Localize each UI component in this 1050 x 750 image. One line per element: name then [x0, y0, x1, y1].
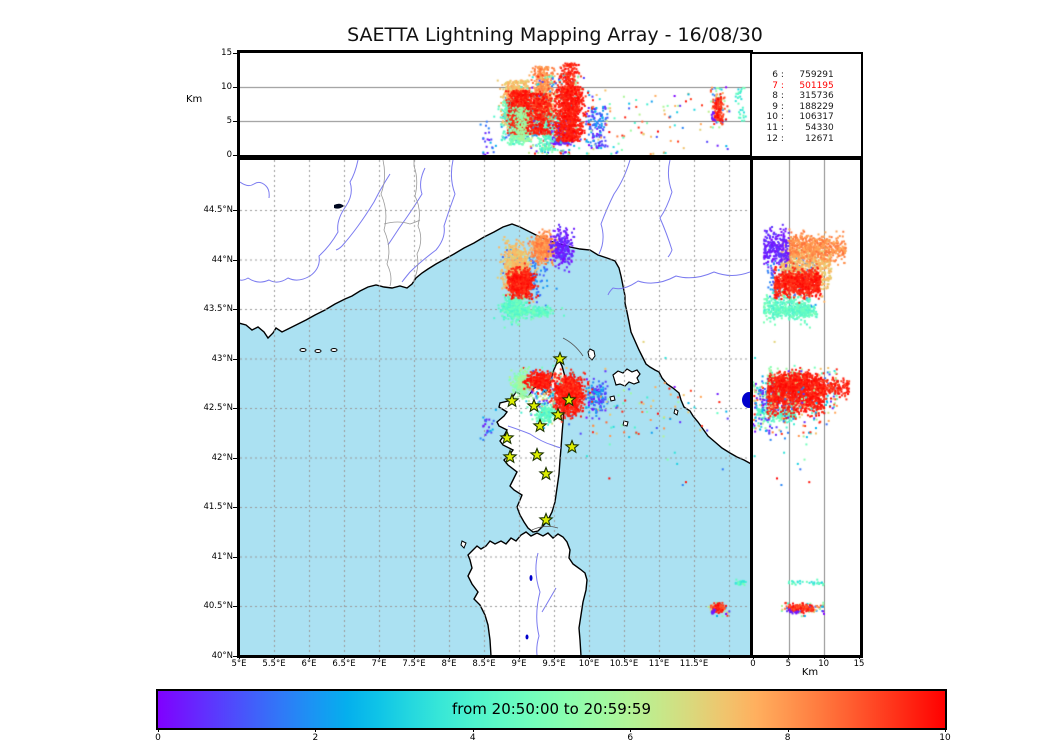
axis-tickmark: [694, 655, 695, 659]
axis-tickmark: [484, 655, 485, 659]
colorbar-tick-label: 10: [939, 733, 951, 743]
axis-tickmark: [344, 655, 345, 659]
lon-tick-label: 6°E: [301, 659, 317, 669]
axis-tickmark: [624, 655, 625, 659]
colorbar-tickmark: [158, 728, 159, 732]
lat-tick-label: 43°N: [211, 353, 233, 364]
colorbar-tickmark: [472, 728, 474, 732]
legend-row: 11 : 54330: [766, 122, 834, 133]
lon-tick-label: 11°E: [648, 659, 670, 669]
lon-tick-label: 7°E: [371, 659, 387, 669]
alt-lat-scatter-canvas: [753, 160, 860, 655]
lat-tick-label: 44°N: [211, 254, 233, 265]
lon-tick-label: 9.5°E: [542, 659, 566, 669]
axis-tickmark: [233, 556, 237, 558]
alt-lat-panel: [750, 157, 863, 658]
colorbar-tick-label: 0: [155, 733, 161, 743]
km-tick-label-right: 15: [853, 659, 865, 669]
axis-tickmark: [233, 309, 237, 310]
lon-tick-label: 5.5°E: [262, 659, 286, 669]
legend-row: 10 : 106317: [766, 112, 834, 123]
km-tick-label-right: 5: [785, 659, 792, 669]
legend-row: 12 : 12671: [766, 133, 834, 144]
alt-tick-label-top: 15: [221, 48, 232, 58]
lon-tick-label: 10°E: [578, 659, 600, 669]
axis-tickmark: [309, 655, 310, 659]
lon-alt-panel: [237, 50, 753, 158]
axis-tickmark: [589, 655, 590, 659]
lon-tick-label: 6.5°E: [332, 659, 356, 669]
axis-tickmark: [233, 606, 237, 607]
lat-tick-label: 44.5°N: [203, 205, 233, 215]
axis-tickmark: [233, 53, 237, 54]
legend-row: 8 : 315736: [772, 91, 834, 102]
axis-tickmark: [414, 655, 415, 659]
map-scatter-canvas: [240, 160, 750, 655]
axis-tickmark: [239, 655, 240, 659]
legend-row: 7 : 501195: [772, 80, 834, 91]
colorbar-label: from 20:50:00 to 20:59:59: [451, 700, 651, 718]
colorbar-tickmark: [630, 728, 632, 732]
lon-alt-scatter-canvas: [240, 53, 750, 155]
lat-tick-label: 42°N: [211, 452, 233, 463]
map-panel: [237, 157, 753, 658]
lon-tick-label: 5°E: [231, 659, 247, 669]
colorbar-tick-label: 8: [784, 733, 791, 743]
axis-tickmark: [233, 507, 237, 508]
axis-tickmark: [233, 210, 237, 211]
axis-tickmark: [233, 655, 237, 657]
axis-tickmark: [233, 259, 237, 261]
legend-row: 9 : 188229: [772, 101, 834, 112]
axis-tickmark: [449, 655, 450, 659]
lon-tick-label: 9°E: [511, 659, 527, 669]
lon-tick-label: 7.5°E: [402, 659, 426, 669]
alt-axis-label-right: Km: [801, 667, 819, 678]
lon-tick-label: 10.5°E: [609, 659, 639, 669]
figure-title: SAETTA Lightning Mapping Array - 16/08/3…: [347, 24, 763, 46]
legend-row: 6 : 759291: [772, 70, 834, 80]
alt-tick-label-top: 5: [226, 116, 232, 126]
axis-tickmark: [379, 655, 380, 659]
colorbar-tick-label: 4: [469, 733, 476, 743]
colorbar-tickmark: [787, 728, 789, 732]
lat-tick-label: 40°N: [211, 650, 233, 661]
lat-tick-label: 43.5°N: [203, 304, 233, 314]
time-colorbar: from 20:50:00 to 20:59:59: [156, 689, 947, 730]
axis-tickmark: [729, 655, 730, 659]
lat-tick-label: 42.5°N: [203, 403, 233, 413]
axis-tickmark: [233, 457, 237, 459]
lon-tick-label: 8.5°E: [472, 659, 496, 669]
axis-tickmark: [233, 408, 237, 409]
colorbar-tick-label: 6: [627, 733, 634, 743]
alt-tick-label-top: 0: [226, 150, 232, 160]
km-tick-label-right: 0: [750, 659, 756, 669]
colorbar-tickmark: [945, 728, 946, 732]
axis-tickmark: [233, 155, 237, 156]
axis-tickmark: [823, 655, 825, 659]
axis-tickmark: [233, 121, 237, 122]
lat-tick-label: 40.5°N: [203, 601, 233, 611]
alt-axis-label-top: Km: [186, 94, 203, 105]
axis-tickmark: [659, 655, 660, 659]
lon-tick-label: 11.5°E: [679, 659, 709, 669]
lat-tick-label: 41.5°N: [203, 502, 233, 512]
axis-tickmark: [274, 655, 275, 659]
alt-tick-label-top: 10: [221, 82, 232, 92]
colorbar-tick-label: 2: [312, 733, 319, 743]
colorbar-tickmark: [315, 728, 317, 732]
axis-tickmark: [788, 655, 790, 659]
axis-tickmark: [233, 358, 237, 360]
lon-tick-label: 8°E: [441, 659, 457, 669]
axis-tickmark: [753, 655, 754, 659]
axis-tickmark: [233, 87, 237, 88]
axis-tickmark: [858, 655, 860, 659]
lat-tick-label: 41°N: [211, 551, 233, 562]
km-tick-label-right: 10: [818, 659, 830, 669]
axis-tickmark: [519, 655, 520, 659]
axis-tickmark: [554, 655, 555, 659]
source-count-legend: 6 : 759291 7 : 501195 8 : 315736 9 : 188229…: [750, 52, 863, 158]
